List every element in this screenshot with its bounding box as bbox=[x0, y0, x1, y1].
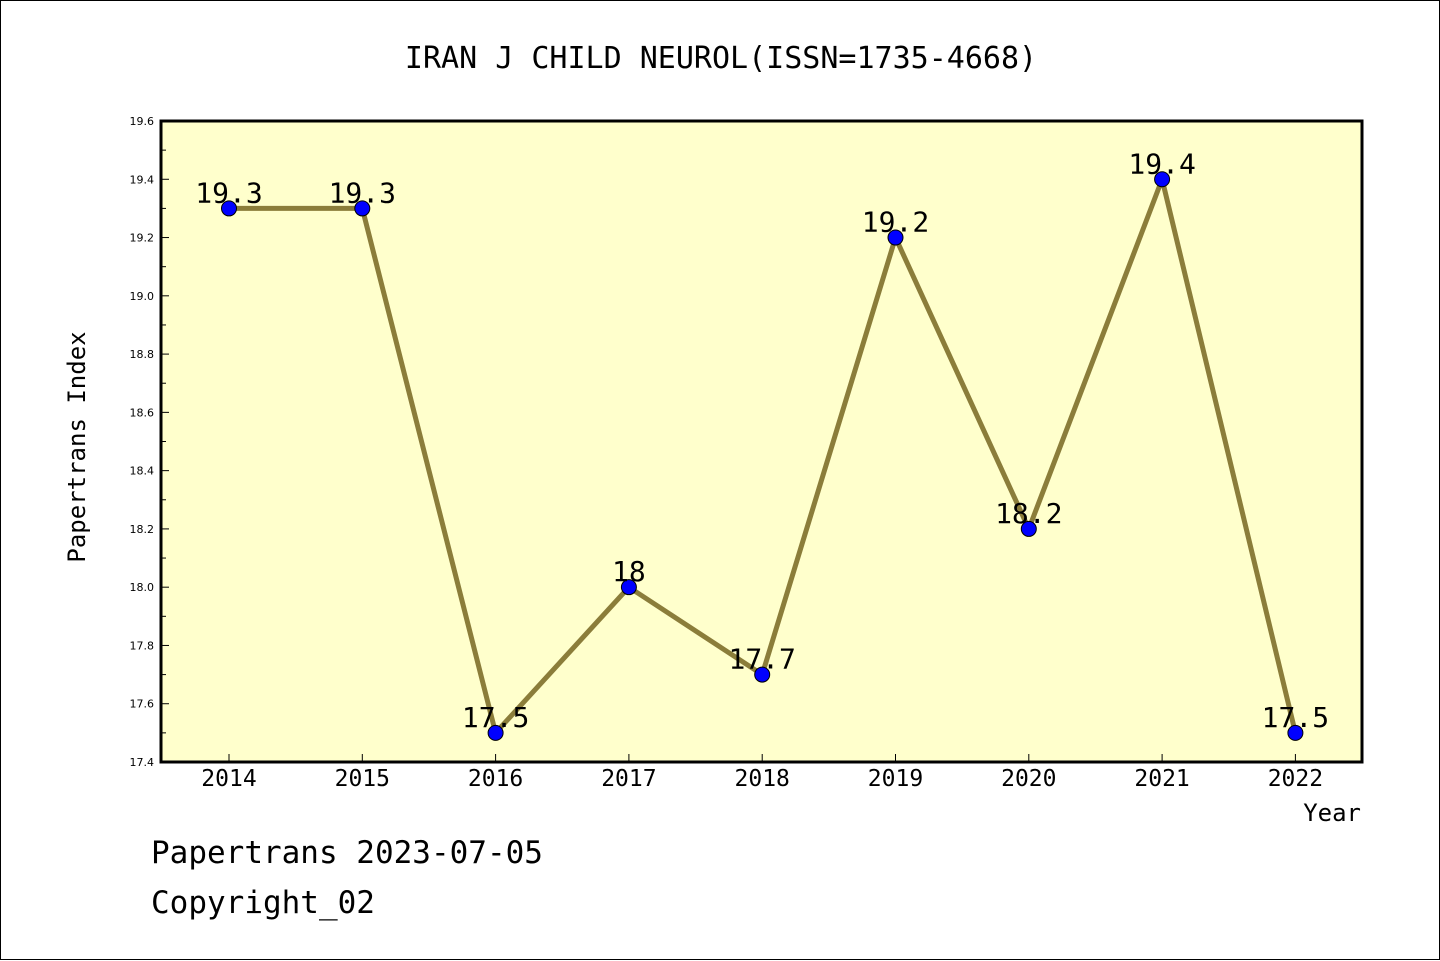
x-tick-label: 2017 bbox=[601, 766, 656, 792]
y-tick-label: 18.2 bbox=[130, 523, 155, 536]
y-tick-label: 18.4 bbox=[130, 465, 155, 478]
y-tick-label: 19.4 bbox=[130, 173, 155, 186]
x-tick-label: 2020 bbox=[1001, 766, 1056, 792]
y-axis: 17.4 17.6 17.8 18.0 18.2 18.4 18.6 18.8 19.0 19.2… bbox=[130, 115, 169, 769]
data-point bbox=[221, 200, 237, 217]
y-axis-label: Papertrans Index bbox=[63, 331, 91, 562]
x-tick-label: 2021 bbox=[1134, 766, 1189, 792]
y-tick-label: 17.4 bbox=[130, 756, 155, 769]
footer-date: Papertrans 2023-07-05 bbox=[151, 835, 543, 871]
data-point bbox=[754, 666, 771, 683]
data-point bbox=[354, 200, 371, 217]
chart-title: IRAN J CHILD NEUROL(ISSN=1735-4668) bbox=[405, 41, 1037, 76]
data-point bbox=[1020, 520, 1037, 537]
data-point bbox=[620, 579, 637, 596]
data-label: 18.2 bbox=[995, 497, 1062, 530]
y-tick-label: 19.0 bbox=[130, 290, 155, 303]
x-tick-label: 2018 bbox=[735, 766, 790, 792]
x-tick-label: 2022 bbox=[1268, 766, 1323, 792]
x-axis-label: Year bbox=[1303, 799, 1361, 827]
data-point bbox=[1287, 724, 1304, 741]
y-tick-label: 17.8 bbox=[130, 639, 155, 652]
data-label: 19.4 bbox=[1128, 147, 1195, 180]
y-tick-label: 18.8 bbox=[130, 348, 155, 361]
data-label: 17.5 bbox=[1262, 701, 1329, 734]
data-point bbox=[1154, 171, 1171, 188]
x-tick-label: 2019 bbox=[868, 766, 923, 792]
data-label: 19.2 bbox=[862, 206, 929, 239]
y-tick-label: 18.0 bbox=[130, 581, 155, 594]
x-tick-label: 2016 bbox=[468, 766, 523, 792]
data-point bbox=[887, 229, 904, 246]
y-tick-label: 18.6 bbox=[130, 406, 155, 419]
series-layer: 19.3 19.3 17.5 18 17.7 19.2 18.2 19.4 17.5 bbox=[195, 147, 1329, 741]
plot-area bbox=[159, 119, 1364, 764]
footer-copyright: Copyright_02 bbox=[151, 885, 375, 921]
x-tick-label: 2014 bbox=[201, 766, 256, 792]
y-tick-label: 19.6 bbox=[130, 115, 155, 128]
y-tick-label: 17.6 bbox=[130, 698, 155, 711]
y-tick-label: 19.2 bbox=[130, 232, 155, 245]
data-label: 19.3 bbox=[195, 176, 262, 209]
x-tick-label: 2015 bbox=[335, 766, 390, 792]
data-label: 18 bbox=[612, 555, 646, 588]
data-label: 17.5 bbox=[462, 701, 529, 734]
data-label: 19.3 bbox=[329, 176, 396, 209]
data-label: 17.7 bbox=[728, 643, 795, 676]
x-axis: 2014 2015 2016 2017 2018 2019 2020 2021 2022 bbox=[201, 754, 1323, 792]
data-point bbox=[487, 724, 504, 741]
